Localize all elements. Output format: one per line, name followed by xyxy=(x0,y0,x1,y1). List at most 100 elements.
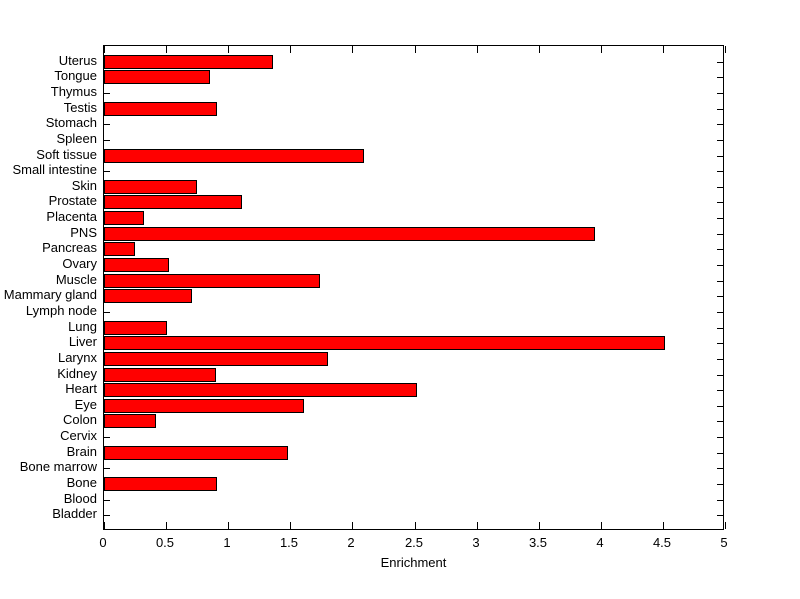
x-tick-top xyxy=(228,46,229,53)
y-tick-right xyxy=(717,218,723,219)
y-label-bone: Bone xyxy=(66,475,97,490)
y-tick-right xyxy=(717,484,723,485)
y-tick-right xyxy=(717,312,723,313)
x-tick-bottom xyxy=(601,522,602,529)
bar-colon xyxy=(104,414,156,428)
x-tick-label: 5 xyxy=(720,535,728,550)
y-tick-right xyxy=(717,62,723,63)
x-tick-label: 3.5 xyxy=(528,535,548,550)
y-label-lymph-node: Lymph node xyxy=(25,303,97,318)
y-label-bone-marrow: Bone marrow xyxy=(19,459,97,474)
y-tick-right xyxy=(717,140,723,141)
x-axis-title: Enrichment xyxy=(380,555,447,570)
x-tick-label: 0 xyxy=(99,535,107,550)
x-tick-label: 0.5 xyxy=(155,535,175,550)
y-tick-left xyxy=(104,124,110,125)
y-label-cervix: Cervix xyxy=(60,428,97,443)
y-tick-right xyxy=(717,202,723,203)
x-tick-bottom xyxy=(290,522,291,529)
x-tick-bottom xyxy=(166,522,167,529)
y-tick-right xyxy=(717,234,723,235)
bar-soft-tissue xyxy=(104,149,364,163)
bar-tongue xyxy=(104,70,210,84)
y-label-thymus: Thymus xyxy=(50,84,97,99)
y-label-skin: Skin xyxy=(71,178,97,193)
bar-skin xyxy=(104,180,197,194)
y-label-spleen: Spleen xyxy=(56,131,97,146)
y-label-larynx: Larynx xyxy=(57,350,97,365)
bar-uterus xyxy=(104,55,273,69)
y-tick-left xyxy=(104,515,110,516)
x-tick-bottom xyxy=(725,522,726,529)
x-tick-bottom xyxy=(415,522,416,529)
y-label-colon: Colon xyxy=(63,412,97,427)
x-tick-top xyxy=(539,46,540,53)
x-tick-label: 2.5 xyxy=(404,535,424,550)
x-tick-top xyxy=(663,46,664,53)
y-tick-right xyxy=(717,93,723,94)
x-tick-label: 1 xyxy=(223,535,231,550)
y-label-mammary-gland: Mammary gland xyxy=(3,287,97,302)
y-tick-right xyxy=(717,468,723,469)
y-tick-right xyxy=(717,406,723,407)
y-tick-right xyxy=(717,343,723,344)
y-tick-right xyxy=(717,390,723,391)
x-tick-label: 4.5 xyxy=(652,535,672,550)
y-label-liver: Liver xyxy=(68,334,97,349)
x-tick-top xyxy=(166,46,167,53)
x-tick-label: 4 xyxy=(596,535,604,550)
y-label-muscle: Muscle xyxy=(55,272,97,287)
y-tick-right xyxy=(717,187,723,188)
y-tick-right xyxy=(717,328,723,329)
x-tick-bottom xyxy=(352,522,353,529)
bar-eye xyxy=(104,399,304,413)
bar-placenta xyxy=(104,211,144,225)
y-label-lung: Lung xyxy=(68,319,97,334)
y-tick-right xyxy=(717,249,723,250)
y-tick-right xyxy=(717,375,723,376)
x-tick-top xyxy=(352,46,353,53)
x-tick-top xyxy=(290,46,291,53)
y-tick-right xyxy=(717,437,723,438)
y-tick-right xyxy=(717,124,723,125)
y-tick-left xyxy=(104,500,110,501)
x-tick-label: 3 xyxy=(472,535,480,550)
y-label-small-intestine: Small intestine xyxy=(12,162,97,177)
x-tick-top xyxy=(415,46,416,53)
y-tick-right xyxy=(717,281,723,282)
bar-lung xyxy=(104,321,167,335)
bar-muscle xyxy=(104,274,320,288)
bar-larynx xyxy=(104,352,328,366)
bar-pns xyxy=(104,227,595,241)
bar-bone xyxy=(104,477,217,491)
x-tick-bottom xyxy=(228,522,229,529)
x-tick-label: 2 xyxy=(347,535,355,550)
y-tick-left xyxy=(104,312,110,313)
x-tick-top xyxy=(104,46,105,53)
bar-pancreas xyxy=(104,242,135,256)
y-tick-right xyxy=(717,77,723,78)
y-label-tongue: Tongue xyxy=(54,68,97,83)
y-tick-right xyxy=(717,421,723,422)
bar-testis xyxy=(104,102,217,116)
bar-liver xyxy=(104,336,665,350)
x-tick-bottom xyxy=(104,522,105,529)
bar-kidney xyxy=(104,368,216,382)
y-label-soft-tissue: Soft tissue xyxy=(36,147,97,162)
plot-area xyxy=(103,45,726,530)
y-tick-right xyxy=(717,296,723,297)
bar-heart xyxy=(104,383,417,397)
y-label-kidney: Kidney xyxy=(57,366,97,381)
x-tick-label: 1.5 xyxy=(279,535,299,550)
bar-ovary xyxy=(104,258,169,272)
x-tick-bottom xyxy=(539,522,540,529)
bar-prostate xyxy=(104,195,242,209)
x-tick-top xyxy=(601,46,602,53)
y-label-prostate: Prostate xyxy=(48,193,97,208)
x-tick-bottom xyxy=(663,522,664,529)
y-label-bladder: Bladder xyxy=(52,506,97,521)
y-tick-left xyxy=(104,171,110,172)
y-label-placenta: Placenta xyxy=(46,209,97,224)
y-label-testis: Testis xyxy=(63,100,97,115)
